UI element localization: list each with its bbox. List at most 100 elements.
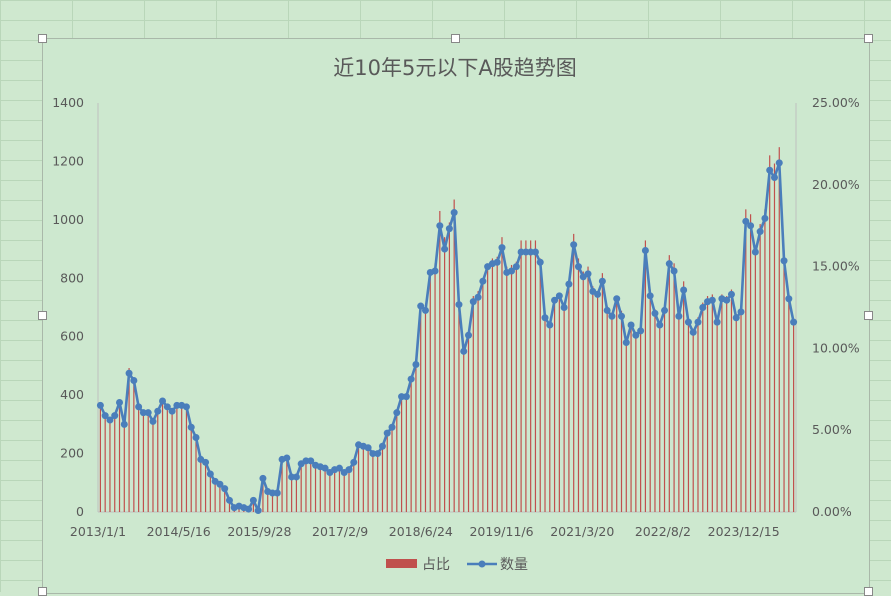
bar [754, 250, 756, 513]
bar [142, 412, 145, 512]
bar [252, 500, 254, 512]
resize-handle-tr[interactable] [864, 34, 873, 43]
bar [295, 477, 298, 512]
data-point [421, 306, 429, 314]
data-point [378, 442, 386, 450]
bar [659, 322, 661, 512]
bar [620, 310, 623, 512]
bar [362, 446, 364, 512]
bar [501, 237, 503, 513]
data-point [661, 306, 669, 314]
bar [291, 477, 293, 512]
bar [152, 422, 154, 512]
data-point [584, 270, 592, 278]
x-tick-label: 2015/9/28 [227, 524, 291, 539]
data-point [225, 496, 233, 504]
bar [520, 240, 522, 512]
resize-handle-tl[interactable] [38, 34, 47, 43]
bar [563, 305, 565, 512]
bar [702, 302, 704, 512]
x-tick-label: 2013/1/1 [70, 524, 126, 539]
data-point [761, 214, 769, 222]
data-point [383, 429, 391, 437]
bar [553, 297, 556, 512]
bar [558, 292, 560, 512]
data-point [206, 470, 214, 478]
bar [601, 273, 603, 512]
bar [644, 240, 647, 512]
bar [544, 317, 546, 512]
bar [166, 407, 168, 512]
data-point [790, 318, 798, 326]
bar [596, 292, 599, 512]
bar [185, 407, 188, 512]
data-point [665, 260, 673, 268]
right-axis: 0.00% 5.00% 10.00% 15.00% 20.00% 25.00% [795, 95, 860, 519]
bar [496, 256, 498, 512]
data-point [450, 209, 458, 217]
bar [525, 240, 527, 512]
bar [405, 395, 407, 512]
data-point [536, 258, 544, 266]
data-point [273, 489, 281, 497]
data-point [445, 225, 453, 233]
x-tick-label: 2023/12/15 [708, 524, 780, 539]
bar [640, 327, 642, 512]
bar [783, 250, 785, 513]
bar [286, 458, 288, 512]
bar [549, 323, 551, 512]
bar [582, 271, 584, 512]
bar [453, 199, 455, 513]
data-point [465, 331, 473, 339]
bar [687, 318, 690, 512]
resize-handle-tm[interactable] [451, 34, 460, 43]
right-tick-label: 25.00% [812, 95, 860, 110]
data-point [460, 347, 468, 355]
bar [367, 448, 369, 512]
right-tick-label: 0.00% [812, 504, 852, 519]
data-point [96, 401, 104, 409]
bar [530, 240, 532, 512]
resize-handle-mr[interactable] [864, 311, 873, 320]
bar [420, 305, 422, 512]
bar [181, 405, 183, 512]
right-tick-label: 20.00% [812, 177, 860, 192]
data-point [546, 321, 554, 329]
data-point [694, 318, 702, 326]
data-point [292, 473, 300, 481]
data-point [120, 420, 128, 428]
data-point [130, 377, 138, 385]
left-axis: 0 200 400 600 800 1000 1200 1400 [52, 95, 99, 519]
data-point [727, 290, 735, 298]
data-point [680, 286, 688, 294]
data-point [335, 464, 343, 472]
resize-handle-ml[interactable] [38, 311, 47, 320]
data-point [713, 318, 721, 326]
bar [491, 258, 494, 512]
data-point [508, 267, 516, 275]
bar [133, 379, 135, 512]
bar [310, 461, 312, 512]
bar [190, 426, 192, 512]
bar [434, 263, 436, 512]
bar [104, 415, 106, 512]
data-point [708, 296, 716, 304]
data-point [732, 314, 740, 322]
data-point [742, 217, 750, 225]
data-point [474, 293, 482, 301]
data-point [756, 228, 764, 236]
bar [606, 305, 608, 512]
left-tick-label: 1400 [52, 95, 84, 110]
data-point [684, 318, 692, 326]
data-point [512, 263, 520, 271]
bar [396, 412, 398, 512]
bar [410, 379, 412, 512]
data-point [627, 321, 635, 329]
bar [472, 296, 474, 512]
bar [573, 233, 575, 512]
bar [171, 410, 173, 512]
data-point [417, 302, 425, 310]
data-point [632, 331, 640, 339]
data-point [101, 412, 109, 420]
bar [147, 412, 149, 512]
